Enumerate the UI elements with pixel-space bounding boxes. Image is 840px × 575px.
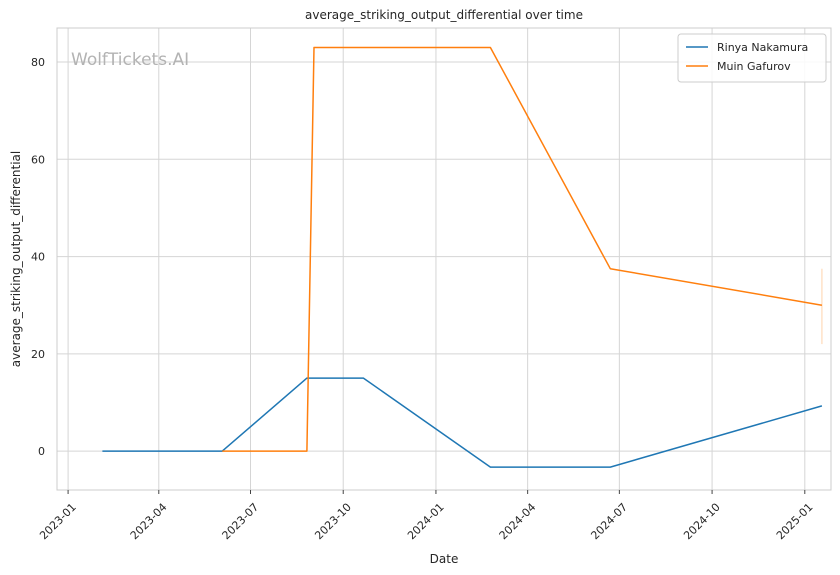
x-axis-label: Date xyxy=(430,552,459,566)
x-tick-label: 2024-01 xyxy=(405,501,447,543)
x-tick-label: 2024-07 xyxy=(588,501,630,543)
y-tick-label: 80 xyxy=(31,56,45,69)
y-axis-label: average_striking_output_differential xyxy=(9,151,23,367)
legend: Rinya Nakamura Muin Gafurov xyxy=(677,33,827,83)
grid xyxy=(57,28,831,490)
legend-box xyxy=(677,33,827,83)
series-layer xyxy=(102,46,823,468)
y-tick-label: 0 xyxy=(38,445,45,458)
x-tick-label: 2023-04 xyxy=(128,501,170,543)
y-tick-label: 20 xyxy=(31,348,45,361)
x-tick-label: 2023-01 xyxy=(37,501,79,543)
x-tick-label: 2024-04 xyxy=(497,501,539,543)
y-tick-label: 40 xyxy=(31,251,45,264)
y-tick-label: 60 xyxy=(31,153,45,166)
x-tick-label: 2025-01 xyxy=(774,501,816,543)
ticks: 0 20 40 60 80 2023-01 2023-04 2023-07 2023-10 202… xyxy=(31,56,816,542)
series-line xyxy=(222,46,823,452)
x-tick-label: 2024-10 xyxy=(681,501,723,543)
x-tick-label: 2023-07 xyxy=(220,501,262,543)
chart-title: average_striking_output_differential ove… xyxy=(305,8,583,22)
x-tick-label: 2023-10 xyxy=(312,501,354,543)
legend-label: Muin Gafurov xyxy=(717,60,791,73)
plot-frame xyxy=(56,27,832,491)
legend-label: Rinya Nakamura xyxy=(717,41,808,54)
watermark: WolfTickets.AI xyxy=(71,50,189,70)
series-line xyxy=(102,377,823,468)
